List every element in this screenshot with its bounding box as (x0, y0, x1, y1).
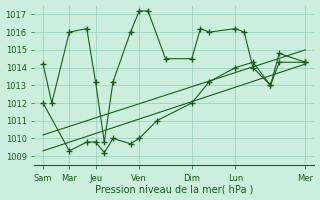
X-axis label: Pression niveau de la mer( hPa ): Pression niveau de la mer( hPa ) (95, 184, 253, 194)
